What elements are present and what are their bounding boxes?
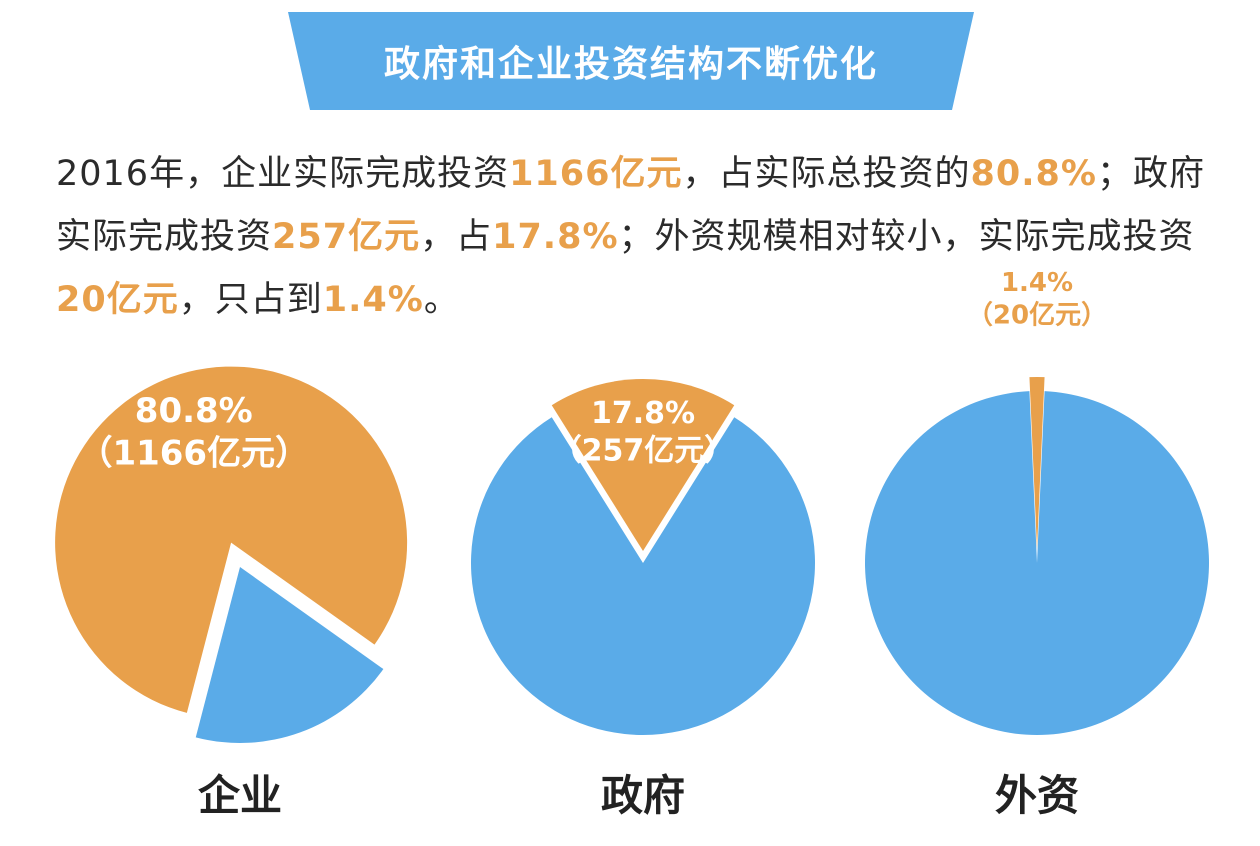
slice-amount-label: （1166亿元） [78,434,309,474]
category-label: 政府 [601,771,685,820]
slice-amount-label: （20亿元） [967,300,1107,330]
slice-percent-label: 17.8% [591,396,695,431]
page-title: 政府和企业投资结构不断优化 [383,44,878,85]
intro-text: 2016年，企业实际完成投资 [56,154,510,194]
pie-slice-highlight [551,379,735,551]
intro-text: ；外资规模相对较小，实际完成投资 [618,217,1195,257]
slice-amount-label: （257亿元） [552,433,735,468]
title-banner: 政府和企业投资结构不断优化 [288,12,974,110]
intro-text: ，占 [420,217,493,257]
category-label: 企业 [198,771,282,820]
intro-text: ，占实际总投资的 [682,154,971,194]
intro-text: 。 [423,280,460,320]
intro-text: ，只占到 [178,280,323,320]
pie-slice-remainder [865,391,1209,735]
intro-paragraph: 2016年，企业实际完成投资1166亿元，占实际总投资的80.8%；政府实际完成… [56,143,1236,332]
pie-slice-highlight [1029,376,1045,549]
highlight-value: 17.8% [492,217,619,257]
pie-slice-remainder [195,567,384,743]
intro-text: ；政府实际完成投资 [56,154,1205,257]
highlight-value: 80.8% [970,154,1097,194]
highlight-value: 257亿元 [272,217,421,257]
banner-shape [288,12,974,110]
highlight-value: 1.4% [322,280,424,320]
highlight-value: 20亿元 [56,280,179,320]
highlight-value: 1166亿元 [509,154,683,194]
slice-percent-label: 80.8% [135,391,253,431]
slice-percent-label: 1.4% [1001,268,1073,298]
category-label: 外资 [995,771,1079,820]
pie-slice-highlight [55,366,408,713]
pie-slice-remainder [470,417,816,735]
